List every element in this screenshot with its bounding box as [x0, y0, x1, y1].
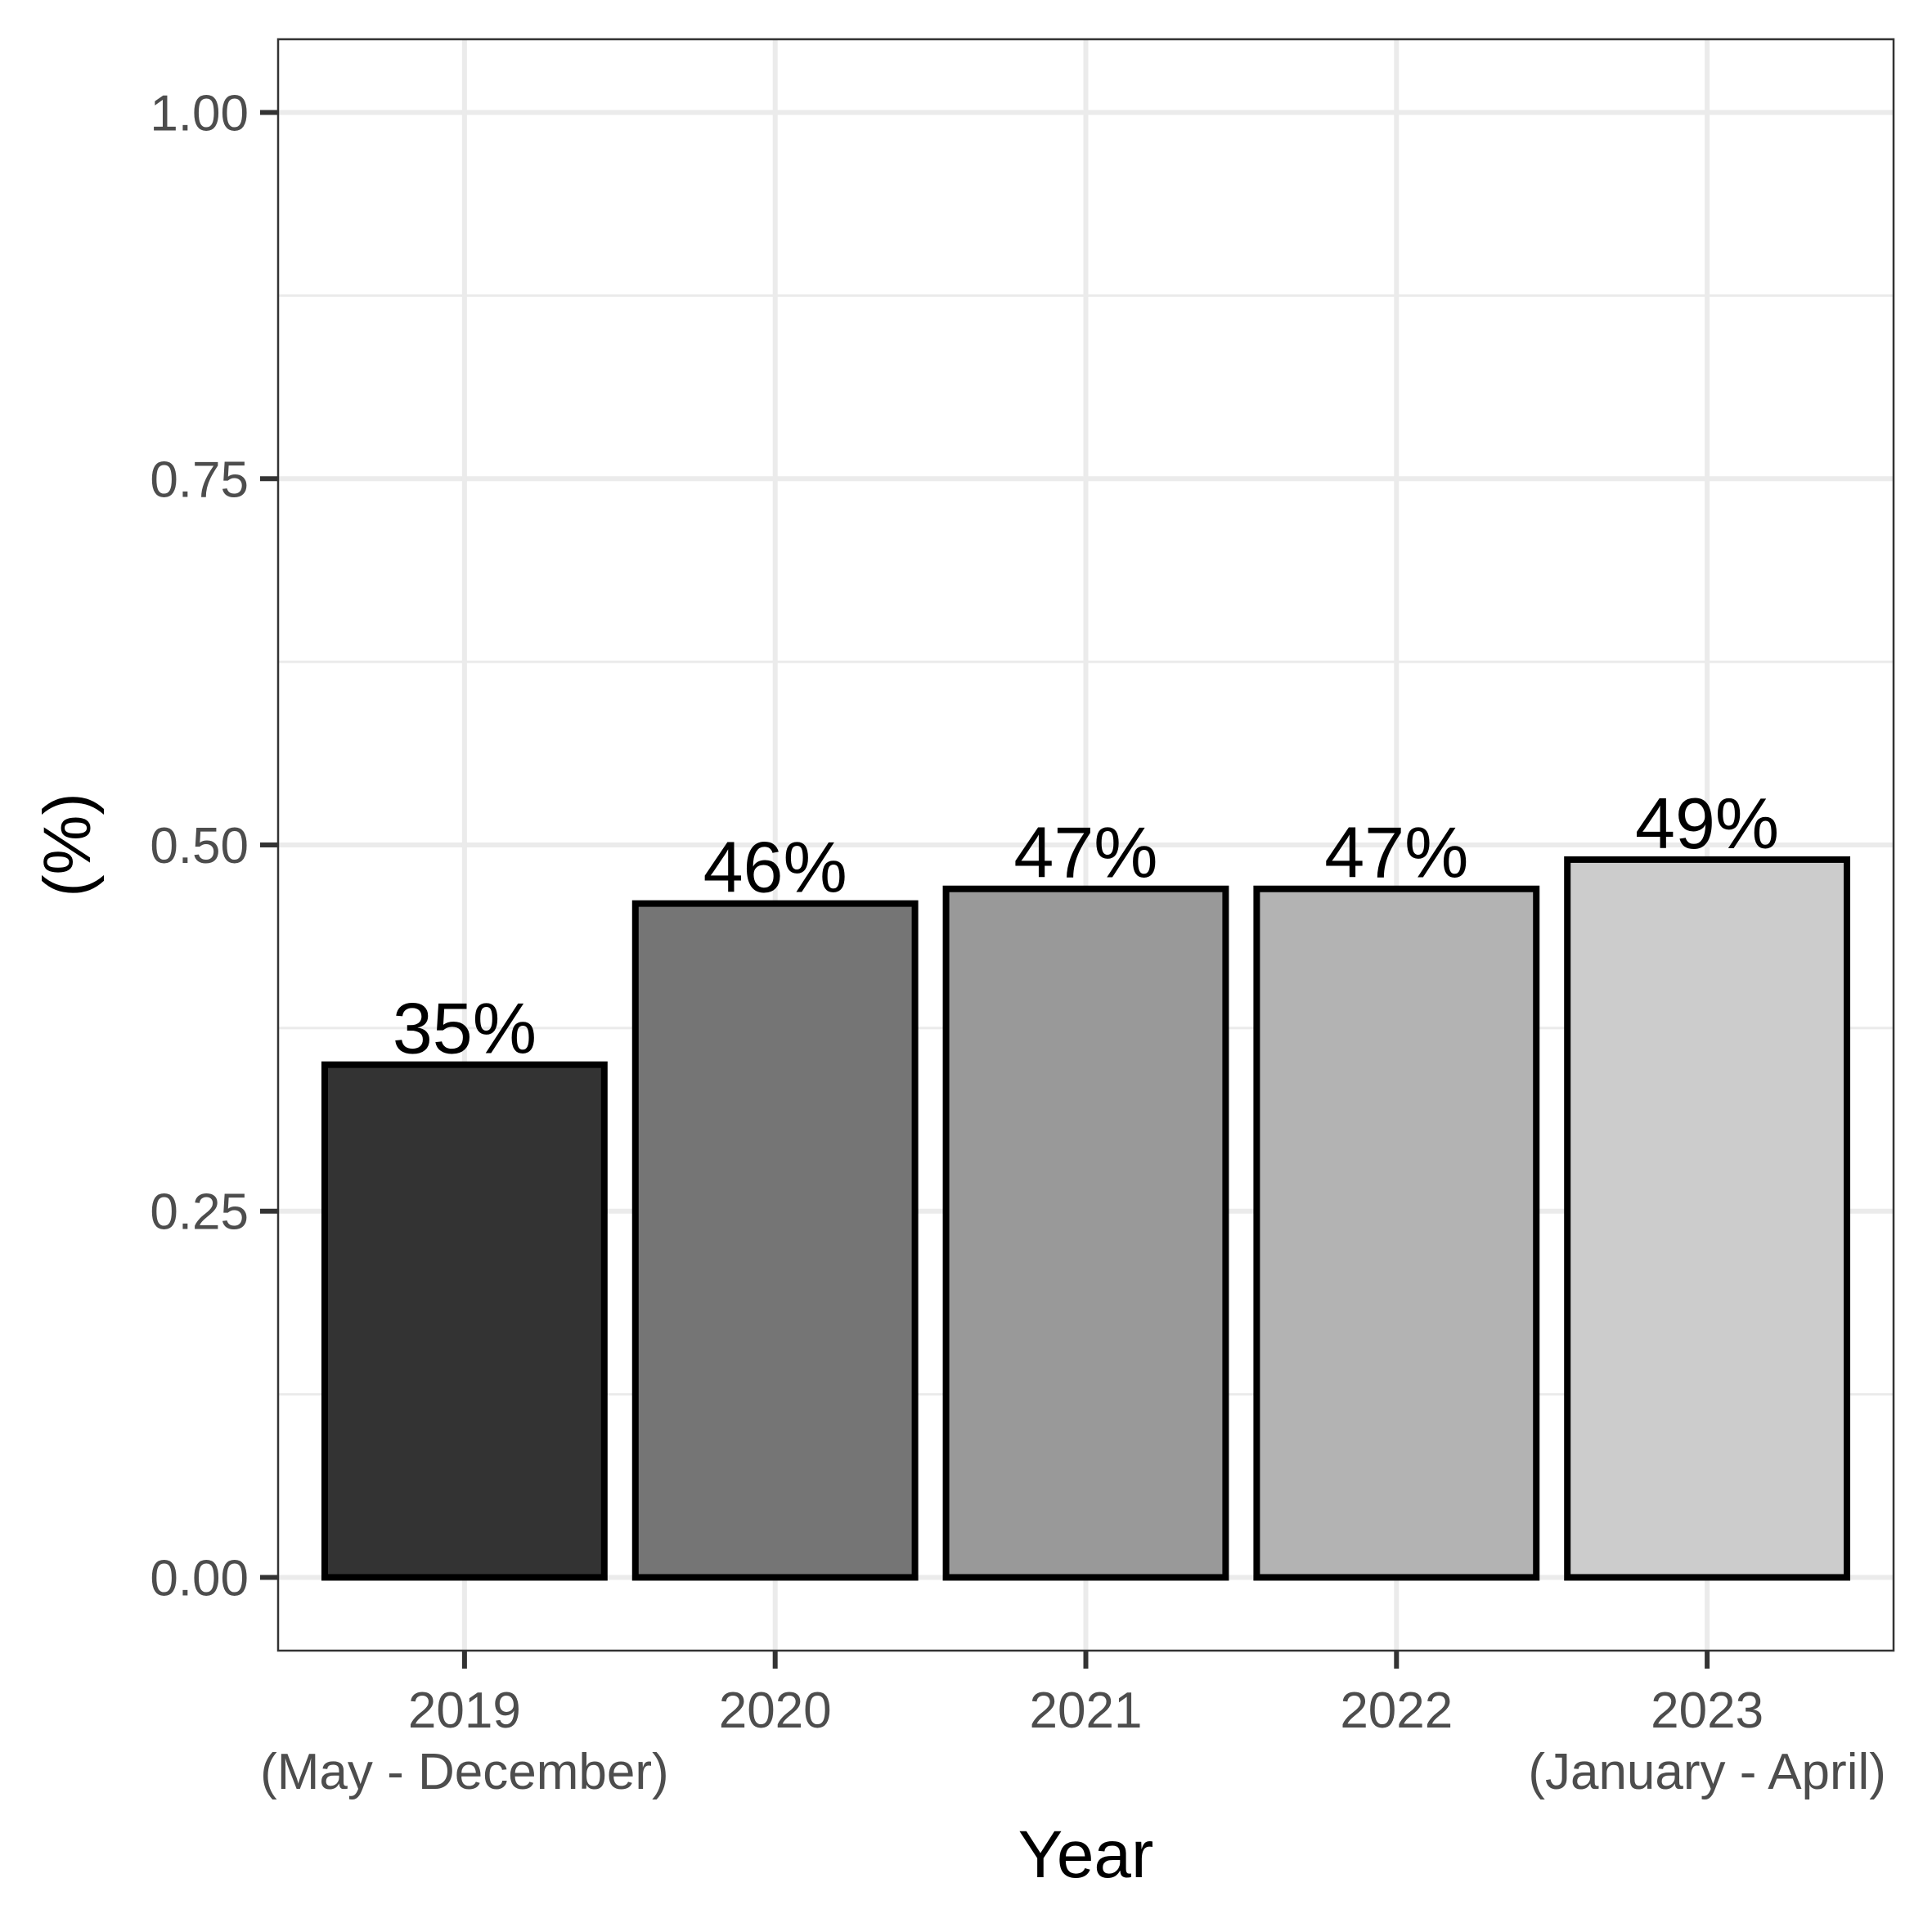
data-label: 47% [1324, 812, 1468, 893]
bars [321, 856, 1851, 1581]
y-tick-label: 0.00 [150, 1550, 249, 1606]
bar [942, 885, 1229, 1581]
bar [631, 900, 919, 1581]
x-tick-sublabel: (January - April) [1528, 1744, 1886, 1800]
data-label: 49% [1635, 783, 1779, 864]
x-tick-sublabel: (May - December) [260, 1744, 669, 1800]
bar [321, 1061, 608, 1581]
x-axis: 2019(May - December) 2020 2021 2022 2023(Jan… [260, 1651, 1886, 1800]
x-tick-label: 2019 [408, 1683, 521, 1739]
y-tick-label: 0.75 [150, 452, 249, 508]
data-label: 46% [703, 827, 847, 908]
y-axis-title: (%) [30, 793, 105, 897]
y-tick-label: 0.50 [150, 818, 249, 874]
data-labels: 35% 46% 47% 47% 49% [393, 783, 1779, 1069]
data-label: 35% [393, 988, 537, 1069]
bar [1564, 856, 1851, 1581]
x-tick-label: 2021 [1030, 1683, 1143, 1739]
y-axis: 0.00 0.25 0.50 0.75 1.00 [150, 86, 278, 1606]
x-tick-label: 2020 [719, 1683, 832, 1739]
x-axis-title: Year [1018, 1817, 1154, 1892]
y-tick-label: 0.25 [150, 1184, 249, 1241]
data-label: 47% [1013, 812, 1157, 893]
x-tick-label: 2022 [1340, 1683, 1453, 1739]
bar [1253, 885, 1540, 1581]
x-tick-label: 2023 [1651, 1683, 1764, 1739]
y-tick-label: 1.00 [150, 86, 249, 142]
